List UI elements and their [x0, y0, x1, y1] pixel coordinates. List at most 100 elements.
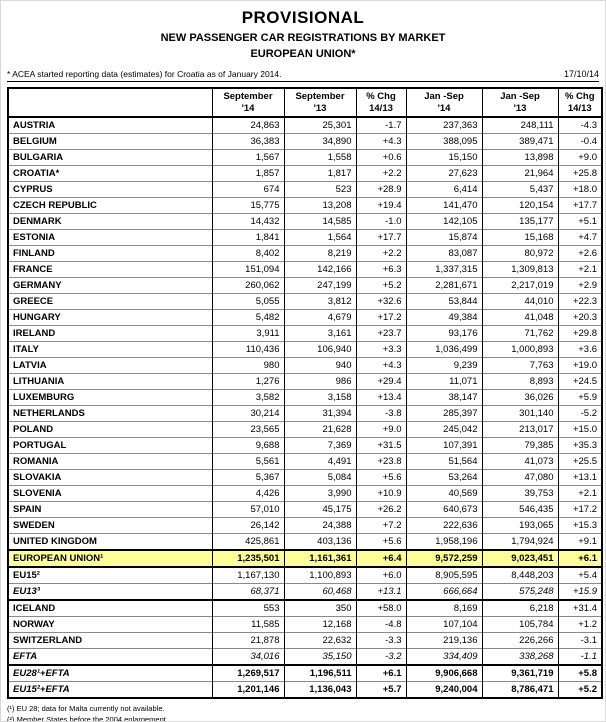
table-cell: 24,863: [211, 117, 284, 134]
table-cell: 9,240,004: [405, 681, 482, 698]
row-label: SPAIN: [13, 504, 42, 515]
row-label: BELGIUM: [13, 136, 57, 147]
row-label: EU15²: [13, 570, 40, 581]
table-cell: +6.0: [355, 567, 406, 584]
table-cell: +4.3: [355, 133, 406, 150]
table-cell: 14,585: [283, 213, 356, 230]
table-cell: 21,628: [283, 421, 356, 438]
table-cell: 106,940: [283, 341, 356, 358]
table-cell: 2,281,671: [405, 277, 482, 294]
table-row: HUNGARY 5,482 4,679 +17.2 49,384 41,048 +20.3: [8, 309, 602, 326]
header-line: % Chg: [366, 91, 396, 102]
table-cell: 23,565: [211, 421, 284, 438]
table-cell: 13,898: [481, 149, 558, 166]
table-cell: +26.2: [355, 501, 406, 518]
row-label: EUROPEAN UNION¹: [13, 553, 104, 564]
registrations-table: September '14 September '13 % Chg 14/13 …: [7, 87, 603, 699]
table-cell: 135,177: [481, 213, 558, 230]
table-row: ICELAND 553 350 +58.0 8,169 6,218 +31.4: [8, 600, 602, 617]
header-sep-14: September '14: [211, 88, 284, 118]
table-cell: +24.5: [557, 373, 602, 390]
table-row: LUXEMBURG 3,582 3,158 +13.4 38,147 36,026 +5.9: [8, 389, 602, 406]
table-cell: 21,878: [211, 632, 284, 649]
table-cell: 4,679: [283, 309, 356, 326]
table-cell: 7,763: [481, 357, 558, 374]
table-cell: +31.4: [557, 600, 602, 617]
table-cell: 51,564: [405, 453, 482, 470]
table-cell: 1,567: [211, 149, 284, 166]
table-cell: 57,010: [211, 501, 284, 518]
table-cell: 21,964: [481, 165, 558, 182]
table-cell: 8,169: [405, 600, 482, 617]
table-cell: -3.8: [355, 405, 406, 422]
table-cell: 1,558: [283, 149, 356, 166]
table-cell: +28.9: [355, 181, 406, 198]
table-cell: 41,048: [481, 309, 558, 326]
table-cell: +2.1: [557, 485, 602, 502]
table-cell: 41,073: [481, 453, 558, 470]
table-cell: 25,301: [283, 117, 356, 134]
table-cell: 9,361,719: [481, 665, 558, 682]
table-row: ESTONIA 1,841 1,564 +17.7 15,874 15,168 +4.7: [8, 229, 602, 246]
table-cell: +5.2: [355, 277, 406, 294]
table-cell: +7.2: [355, 517, 406, 534]
table-cell: 1,100,893: [283, 567, 356, 584]
table-row: SLOVAKIA 5,367 5,084 +5.6 53,264 47,080 +13.1: [8, 469, 602, 486]
table-cell: 260,062: [211, 277, 284, 294]
table-cell: 36,383: [211, 133, 284, 150]
table-cell: +15.0: [557, 421, 602, 438]
table-cell: 60,468: [283, 583, 356, 600]
table-cell: 49,384: [405, 309, 482, 326]
table-cell: +13.1: [557, 469, 602, 486]
header-line: September: [295, 91, 345, 102]
table-cell: 222,636: [405, 517, 482, 534]
table-row: EUROPEAN UNION¹ 1,235,501 1,161,361 +6.4 9,5…: [8, 550, 602, 567]
header-line: '13: [313, 103, 327, 114]
table-row: EFTA 34,016 35,150 -3.2 334,409 338,268 -1.1: [8, 648, 602, 665]
row-label: EU15²+EFTA: [13, 684, 70, 695]
table-row: ITALY 110,436 106,940 +3.3 1,036,499 1,000,89…: [8, 341, 602, 358]
table-cell: 107,391: [405, 437, 482, 454]
table-cell: +18.0: [557, 181, 602, 198]
row-label: AUSTRIA: [13, 120, 56, 131]
table-cell: -4.3: [557, 117, 602, 134]
table-row: CZECH REPUBLIC 15,775 13,208 +19.4 141,470 12…: [8, 197, 602, 214]
table-cell: +5.8: [557, 665, 602, 682]
header-line: '14: [241, 103, 255, 114]
table-cell: 1,136,043: [283, 681, 356, 698]
table-row: CROATIA* 1,857 1,817 +2.2 27,623 21,964 +25.8: [8, 165, 602, 182]
row-label: GREECE: [13, 296, 54, 307]
row-label: LITHUANIA: [13, 376, 65, 387]
table-cell: 285,397: [405, 405, 482, 422]
table-cell: 8,402: [211, 245, 284, 262]
table-cell: +13.1: [355, 583, 406, 600]
table-cell: 14,432: [211, 213, 284, 230]
table-cell: +5.2: [557, 681, 602, 698]
table-cell: 193,065: [481, 517, 558, 534]
table-cell: +13.4: [355, 389, 406, 406]
row-label: LATVIA: [13, 360, 47, 371]
table-cell: -1.0: [355, 213, 406, 230]
table-row: EU28¹+EFTA 1,269,517 1,196,511 +6.1 9,906,66…: [8, 665, 602, 682]
table-cell: 9,239: [405, 357, 482, 374]
table-cell: 34,016: [211, 648, 284, 665]
table-cell: 1,958,196: [405, 533, 482, 550]
table-cell: 5,055: [211, 293, 284, 310]
table-cell: 45,175: [283, 501, 356, 518]
table-cell: +25.5: [557, 453, 602, 470]
table-cell: 8,219: [283, 245, 356, 262]
table-cell: +19.0: [557, 357, 602, 374]
table-cell: 1,269,517: [211, 665, 284, 682]
table-cell: 6,218: [481, 600, 558, 617]
table-cell: 9,906,668: [405, 665, 482, 682]
table-cell: 980: [211, 357, 284, 374]
row-label: SWEDEN: [13, 520, 55, 531]
table-cell: 1,337,315: [405, 261, 482, 278]
table-cell: 388,095: [405, 133, 482, 150]
header-line: % Chg: [564, 91, 595, 102]
table-cell: 15,150: [405, 149, 482, 166]
table-cell: 1,817: [283, 165, 356, 182]
row-label: GERMANY: [13, 280, 62, 291]
table-body: AUSTRIA 24,863 25,301 -1.7 237,363 248,111 -4.…: [8, 117, 602, 698]
row-label: CROATIA*: [13, 168, 60, 179]
